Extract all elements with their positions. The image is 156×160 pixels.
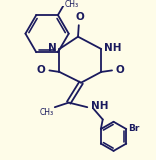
Text: CH₃: CH₃	[39, 108, 53, 117]
Text: NH: NH	[104, 43, 121, 53]
Text: Br: Br	[129, 124, 140, 133]
Text: O: O	[116, 65, 125, 75]
Text: CH₃: CH₃	[65, 0, 79, 9]
Text: O: O	[37, 65, 46, 75]
Text: O: O	[75, 12, 84, 22]
Text: NH: NH	[91, 101, 109, 111]
Text: N: N	[48, 43, 57, 53]
